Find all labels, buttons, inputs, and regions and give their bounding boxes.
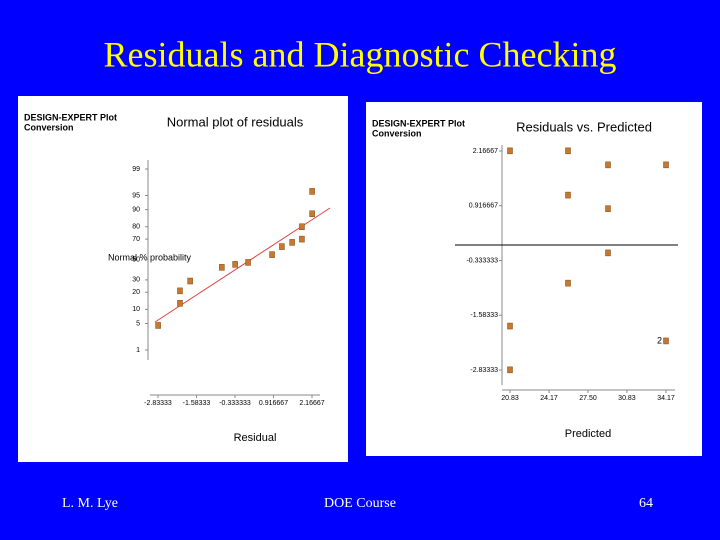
y-tick-label: 95 xyxy=(132,192,140,199)
point xyxy=(507,147,513,155)
point xyxy=(232,261,238,268)
x-tick-label: 0.916667 xyxy=(259,400,288,407)
panel xyxy=(366,102,702,456)
panel xyxy=(18,96,348,462)
point xyxy=(565,191,571,199)
point xyxy=(289,239,295,246)
y-tick-label: 99 xyxy=(132,166,140,173)
y-tick-label: 20 xyxy=(132,289,140,296)
point xyxy=(605,161,611,169)
footer: 64 xyxy=(639,496,653,511)
y-tick-label: 2.16667 xyxy=(473,148,498,155)
y-tick-label: 90 xyxy=(132,206,140,213)
x-tick-label: 20.83 xyxy=(501,395,519,402)
footer: L. M. Lye xyxy=(62,496,118,511)
x-tick-label: -0.333333 xyxy=(219,400,251,407)
point xyxy=(507,322,513,330)
y-tick-label: 30 xyxy=(132,277,140,284)
x-tick-label: 27.50 xyxy=(579,395,597,402)
y-tick-label: 70 xyxy=(132,236,140,243)
point xyxy=(605,249,611,257)
point xyxy=(177,287,183,295)
x-tick-label: 2.16667 xyxy=(299,400,324,407)
point xyxy=(565,279,571,287)
point xyxy=(663,161,669,169)
chart-title: Residuals vs. Predicted xyxy=(516,119,652,134)
x-tick-label: 24.17 xyxy=(540,395,558,402)
point xyxy=(309,188,315,195)
x-tick-label: -2.83333 xyxy=(144,400,172,407)
point xyxy=(299,223,305,231)
point xyxy=(177,300,183,307)
slide-title: Residuals and Diagnostic Checking xyxy=(104,34,617,74)
y-tick-label: 50 xyxy=(132,256,140,263)
y-tick-label: -1.58333 xyxy=(470,312,498,319)
y-tick-label: -2.83333 xyxy=(470,367,498,374)
point xyxy=(279,243,285,250)
point xyxy=(605,205,611,212)
y-axis-label: Normal % probability xyxy=(108,252,192,262)
x-tick-label: 34.17 xyxy=(657,395,675,402)
chart-title: Normal plot of residuals xyxy=(167,114,304,129)
y-tick-label: 1 xyxy=(136,347,140,354)
x-axis-label: Residual xyxy=(234,432,277,444)
point xyxy=(507,366,513,374)
y-tick-label: 80 xyxy=(132,224,140,231)
point xyxy=(565,147,571,155)
header: Conversion xyxy=(24,122,74,132)
point xyxy=(219,264,225,271)
x-tick-label: -1.58333 xyxy=(183,400,211,407)
footer: DOE Course xyxy=(324,496,396,511)
point xyxy=(187,277,193,285)
point xyxy=(299,235,305,243)
x-tick-label: 30.83 xyxy=(618,395,636,402)
point xyxy=(269,251,275,258)
header: DESIGN-EXPERT Plot xyxy=(372,118,465,128)
header: Conversion xyxy=(372,128,422,138)
y-tick-label: 0.916667 xyxy=(469,203,498,210)
annotation: 2 xyxy=(657,335,662,345)
y-tick-label: 10 xyxy=(132,306,140,313)
point xyxy=(663,337,669,345)
point xyxy=(309,210,315,218)
y-tick-label: -0.333333 xyxy=(466,257,498,264)
y-tick-label: 5 xyxy=(136,320,140,327)
point xyxy=(245,259,251,266)
x-axis-label: Predicted xyxy=(565,428,611,440)
point xyxy=(155,322,161,329)
header: DESIGN-EXPERT Plot xyxy=(24,112,117,122)
